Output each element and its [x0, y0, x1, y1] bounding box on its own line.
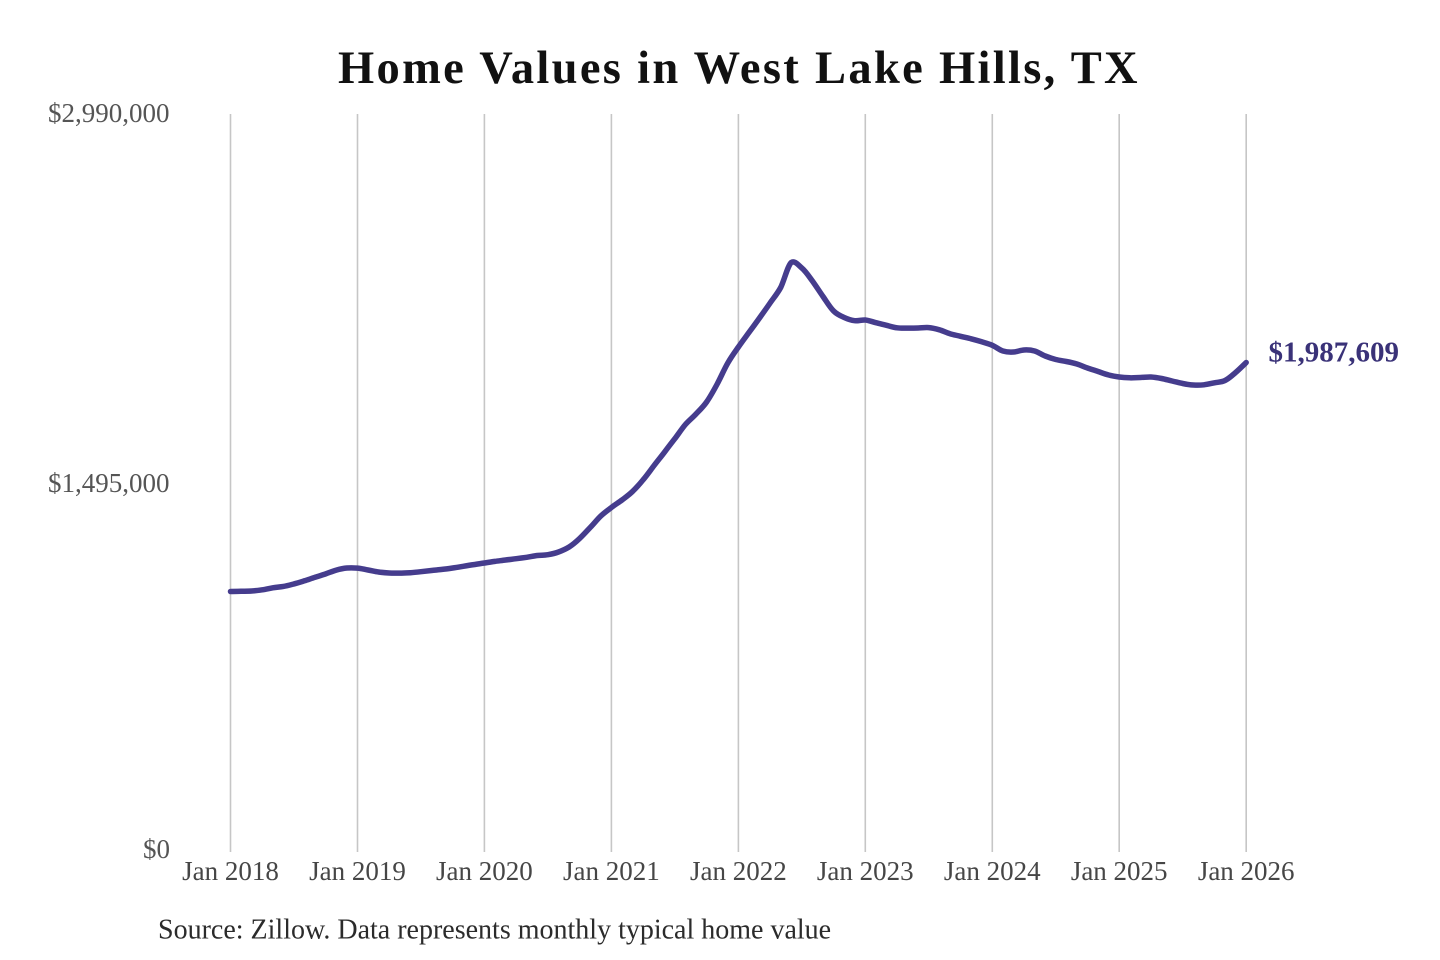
svg-text:Home Values in West Lake Hills: Home Values in West Lake Hills, TX [338, 43, 1140, 94]
svg-text:$2,990,000: $2,990,000 [48, 98, 170, 128]
svg-text:Jan 2019: Jan 2019 [309, 856, 406, 886]
svg-text:Jan 2020: Jan 2020 [436, 856, 533, 886]
svg-text:Jan 2021: Jan 2021 [563, 856, 660, 886]
svg-text:Jan 2022: Jan 2022 [690, 856, 787, 886]
svg-text:Source: Zillow. Data represent: Source: Zillow. Data represents monthly … [158, 915, 831, 946]
svg-text:$1,987,609: $1,987,609 [1269, 337, 1400, 369]
svg-text:Jan 2026: Jan 2026 [1198, 856, 1295, 886]
svg-text:$1,495,000: $1,495,000 [48, 468, 170, 498]
svg-text:Jan 2025: Jan 2025 [1071, 856, 1168, 886]
svg-text:Jan 2024: Jan 2024 [944, 856, 1041, 886]
svg-text:Jan 2023: Jan 2023 [817, 856, 914, 886]
svg-text:$0: $0 [143, 834, 170, 864]
svg-text:Jan 2018: Jan 2018 [182, 856, 279, 886]
